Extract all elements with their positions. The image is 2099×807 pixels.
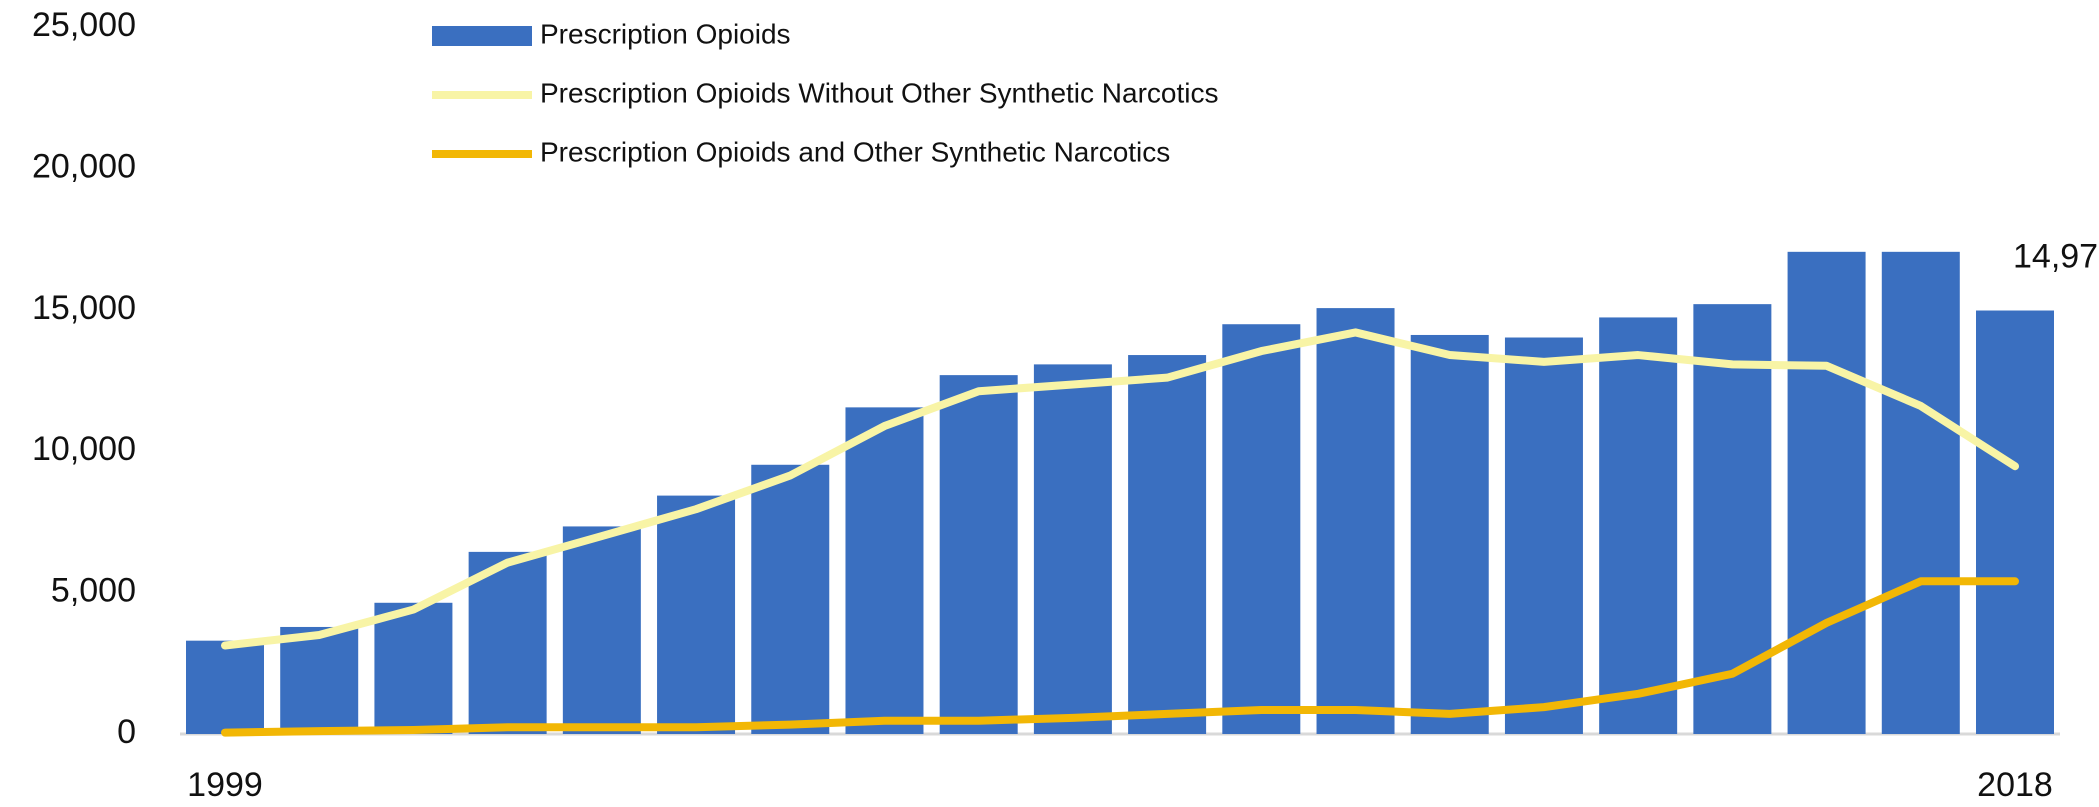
y-tick-label: 20,000 [32, 147, 136, 185]
bar [186, 640, 264, 734]
y-tick-label: 15,000 [32, 289, 136, 327]
legend-label: Prescription Opioids [540, 18, 791, 49]
bar [280, 626, 359, 734]
bar [657, 495, 736, 734]
bar [374, 602, 453, 734]
y-tick-label: 0 [117, 713, 136, 751]
line [221, 577, 2019, 737]
bar [1787, 251, 1866, 735]
x-tick-label: 1999 [187, 766, 263, 804]
y-tick-label: 25,000 [32, 6, 136, 44]
legend-swatch [432, 26, 532, 46]
bar [1881, 251, 1960, 735]
bar [1033, 364, 1112, 734]
bar [751, 464, 830, 734]
bar [1128, 355, 1207, 734]
bar [562, 526, 641, 734]
y-tick-label: 10,000 [32, 430, 136, 468]
bar [1316, 308, 1395, 734]
line [221, 328, 2019, 650]
data-label: 14,975 [2013, 237, 2099, 275]
bar [845, 407, 924, 734]
bar [1410, 334, 1489, 734]
y-tick-label: 5,000 [51, 572, 136, 610]
bar [1222, 324, 1301, 734]
bar [468, 551, 547, 734]
legend-label: Prescription Opioids and Other Synthetic… [540, 136, 1170, 167]
bar [939, 375, 1018, 734]
bar [1976, 310, 2054, 734]
bar [1599, 317, 1678, 734]
legend-label: Prescription Opioids Without Other Synth… [540, 77, 1218, 108]
bar [1504, 337, 1583, 734]
x-tick-label: 2018 [1977, 766, 2053, 804]
